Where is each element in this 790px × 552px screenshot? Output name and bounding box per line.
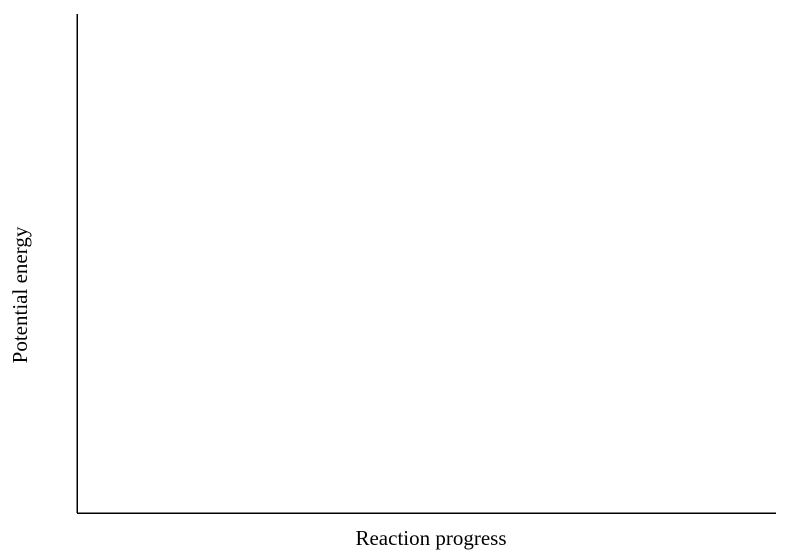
- x-axis-label: Reaction progress: [355, 526, 506, 550]
- y-axis-label: Potential energy: [8, 226, 32, 363]
